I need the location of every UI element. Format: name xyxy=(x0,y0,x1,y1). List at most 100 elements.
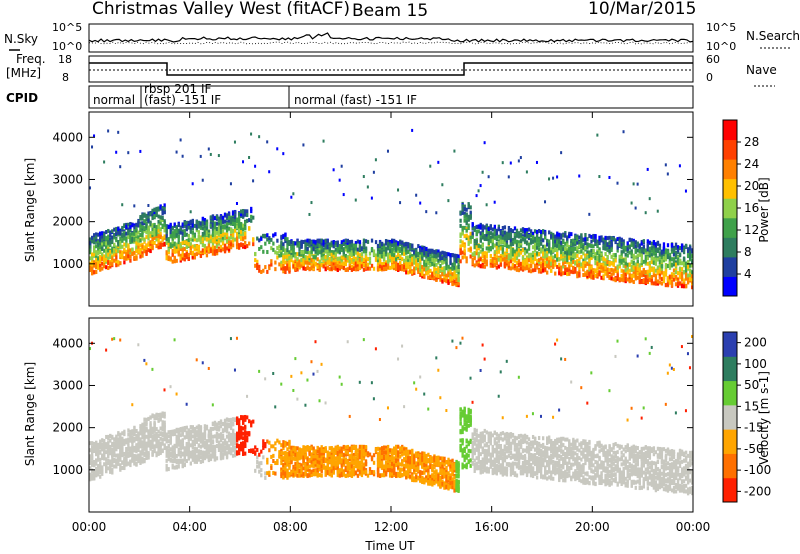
heatmap-cell xyxy=(403,248,406,253)
heatmap-cell xyxy=(380,254,384,259)
heatmap-cell xyxy=(646,278,650,283)
heatmap-cell xyxy=(107,256,110,261)
heatmap-cell xyxy=(201,239,205,244)
beam-title: Beam 15 xyxy=(352,1,428,21)
heatmap-cell xyxy=(459,239,462,244)
noise-tick-top: 10^5 xyxy=(52,21,82,34)
heatmap-cell xyxy=(650,260,654,265)
heatmap-cell xyxy=(161,218,164,223)
y-tick-label: 4000 xyxy=(52,130,83,144)
heatmap-cell xyxy=(662,246,666,251)
heatmap-cell xyxy=(465,228,468,233)
heatmap-cell xyxy=(407,262,410,267)
heatmap-cell xyxy=(690,274,694,279)
heatmap-cell xyxy=(310,249,313,254)
heatmap-cell xyxy=(612,253,615,258)
heatmap-cell xyxy=(229,182,232,186)
heatmap-cell xyxy=(654,273,658,278)
heatmap-cell xyxy=(664,263,668,268)
heatmap-cell xyxy=(326,256,329,261)
heatmap-cell xyxy=(185,240,188,245)
heatmap-cell xyxy=(417,269,420,274)
heatmap-cell xyxy=(544,247,547,252)
heatmap-cell xyxy=(676,271,680,276)
freq-tick-top: 18 xyxy=(58,53,72,66)
heatmap-cell xyxy=(157,225,160,230)
heatmap-cell xyxy=(680,267,684,272)
heatmap-cell xyxy=(628,273,631,278)
heatmap-cell xyxy=(511,238,515,243)
heatmap-cell xyxy=(606,273,609,278)
heatmap-cell xyxy=(181,229,184,234)
heatmap-cell xyxy=(598,253,601,258)
heatmap-cell xyxy=(556,254,559,259)
heatmap-cell xyxy=(109,230,112,235)
heatmap-cell xyxy=(187,225,190,230)
heatmap-cell xyxy=(169,228,172,233)
heatmap-cell xyxy=(91,460,94,465)
heatmap-cell xyxy=(527,242,531,247)
heatmap-cell xyxy=(552,238,555,243)
nsky-label: N.Sky xyxy=(4,32,38,46)
heatmap-cell xyxy=(322,260,325,265)
heatmap-cell xyxy=(105,457,108,462)
heatmap-cell xyxy=(580,243,583,248)
heatmap-cell xyxy=(598,247,601,252)
heatmap-cell xyxy=(117,130,120,134)
heatmap-cell xyxy=(316,257,319,262)
heatmap-cell xyxy=(237,225,241,230)
colorbar-swatch xyxy=(723,217,737,238)
heatmap-cell xyxy=(401,250,404,255)
heatmap-cell xyxy=(606,269,609,274)
heatmap-cell xyxy=(141,244,144,249)
heatmap-cell xyxy=(429,269,432,274)
heatmap-cell xyxy=(103,454,106,459)
heatmap-cell xyxy=(588,265,591,270)
heatmap-cell xyxy=(622,249,625,254)
heatmap-cell xyxy=(674,260,678,265)
heatmap-cell xyxy=(660,281,664,286)
heatmap-cell xyxy=(304,260,307,265)
heatmap-cell xyxy=(638,279,641,284)
heatmap-cell xyxy=(135,234,138,239)
heatmap-cell xyxy=(211,214,215,219)
heatmap-cell xyxy=(185,224,188,229)
heatmap-cell xyxy=(668,252,672,257)
heatmap-cell xyxy=(628,262,631,267)
heatmap-cell xyxy=(461,240,464,245)
heatmap-cell xyxy=(515,251,519,256)
heatmap-cell xyxy=(554,271,557,276)
heatmap-cell xyxy=(242,223,245,228)
heatmap-cell xyxy=(455,283,458,288)
heatmap-cell xyxy=(566,243,569,248)
heatmap-cell xyxy=(578,250,581,255)
heatmap-cell xyxy=(648,249,652,254)
heatmap-cell xyxy=(113,337,116,341)
heatmap-cell xyxy=(399,240,402,245)
heatmap-cell xyxy=(560,268,563,273)
heatmap-cell xyxy=(334,241,337,246)
heatmap-cell xyxy=(366,266,370,271)
heatmap-cell xyxy=(479,224,482,229)
heatmap-cell xyxy=(99,450,102,455)
heatmap-cell xyxy=(632,260,635,265)
heatmap-cell xyxy=(425,254,428,259)
heatmap-cell xyxy=(654,246,658,251)
heatmap-cell xyxy=(286,254,289,259)
heatmap-cell xyxy=(481,228,484,233)
heatmap-cell xyxy=(103,462,106,467)
heatmap-cell xyxy=(548,260,551,265)
heatmap-cell xyxy=(419,258,422,263)
heatmap-cell xyxy=(89,264,92,269)
heatmap-cell xyxy=(509,232,513,237)
heatmap-cell xyxy=(449,253,452,258)
heatmap-cell xyxy=(570,244,573,249)
heatmap-cell xyxy=(89,454,92,459)
heatmap-cell xyxy=(231,233,235,238)
heatmap-cell xyxy=(320,262,323,267)
heatmap-cell xyxy=(566,258,569,263)
heatmap-cell xyxy=(292,248,295,253)
heatmap-cell xyxy=(483,236,486,241)
heatmap-cell xyxy=(447,264,450,269)
heatmap-cell xyxy=(566,272,569,277)
